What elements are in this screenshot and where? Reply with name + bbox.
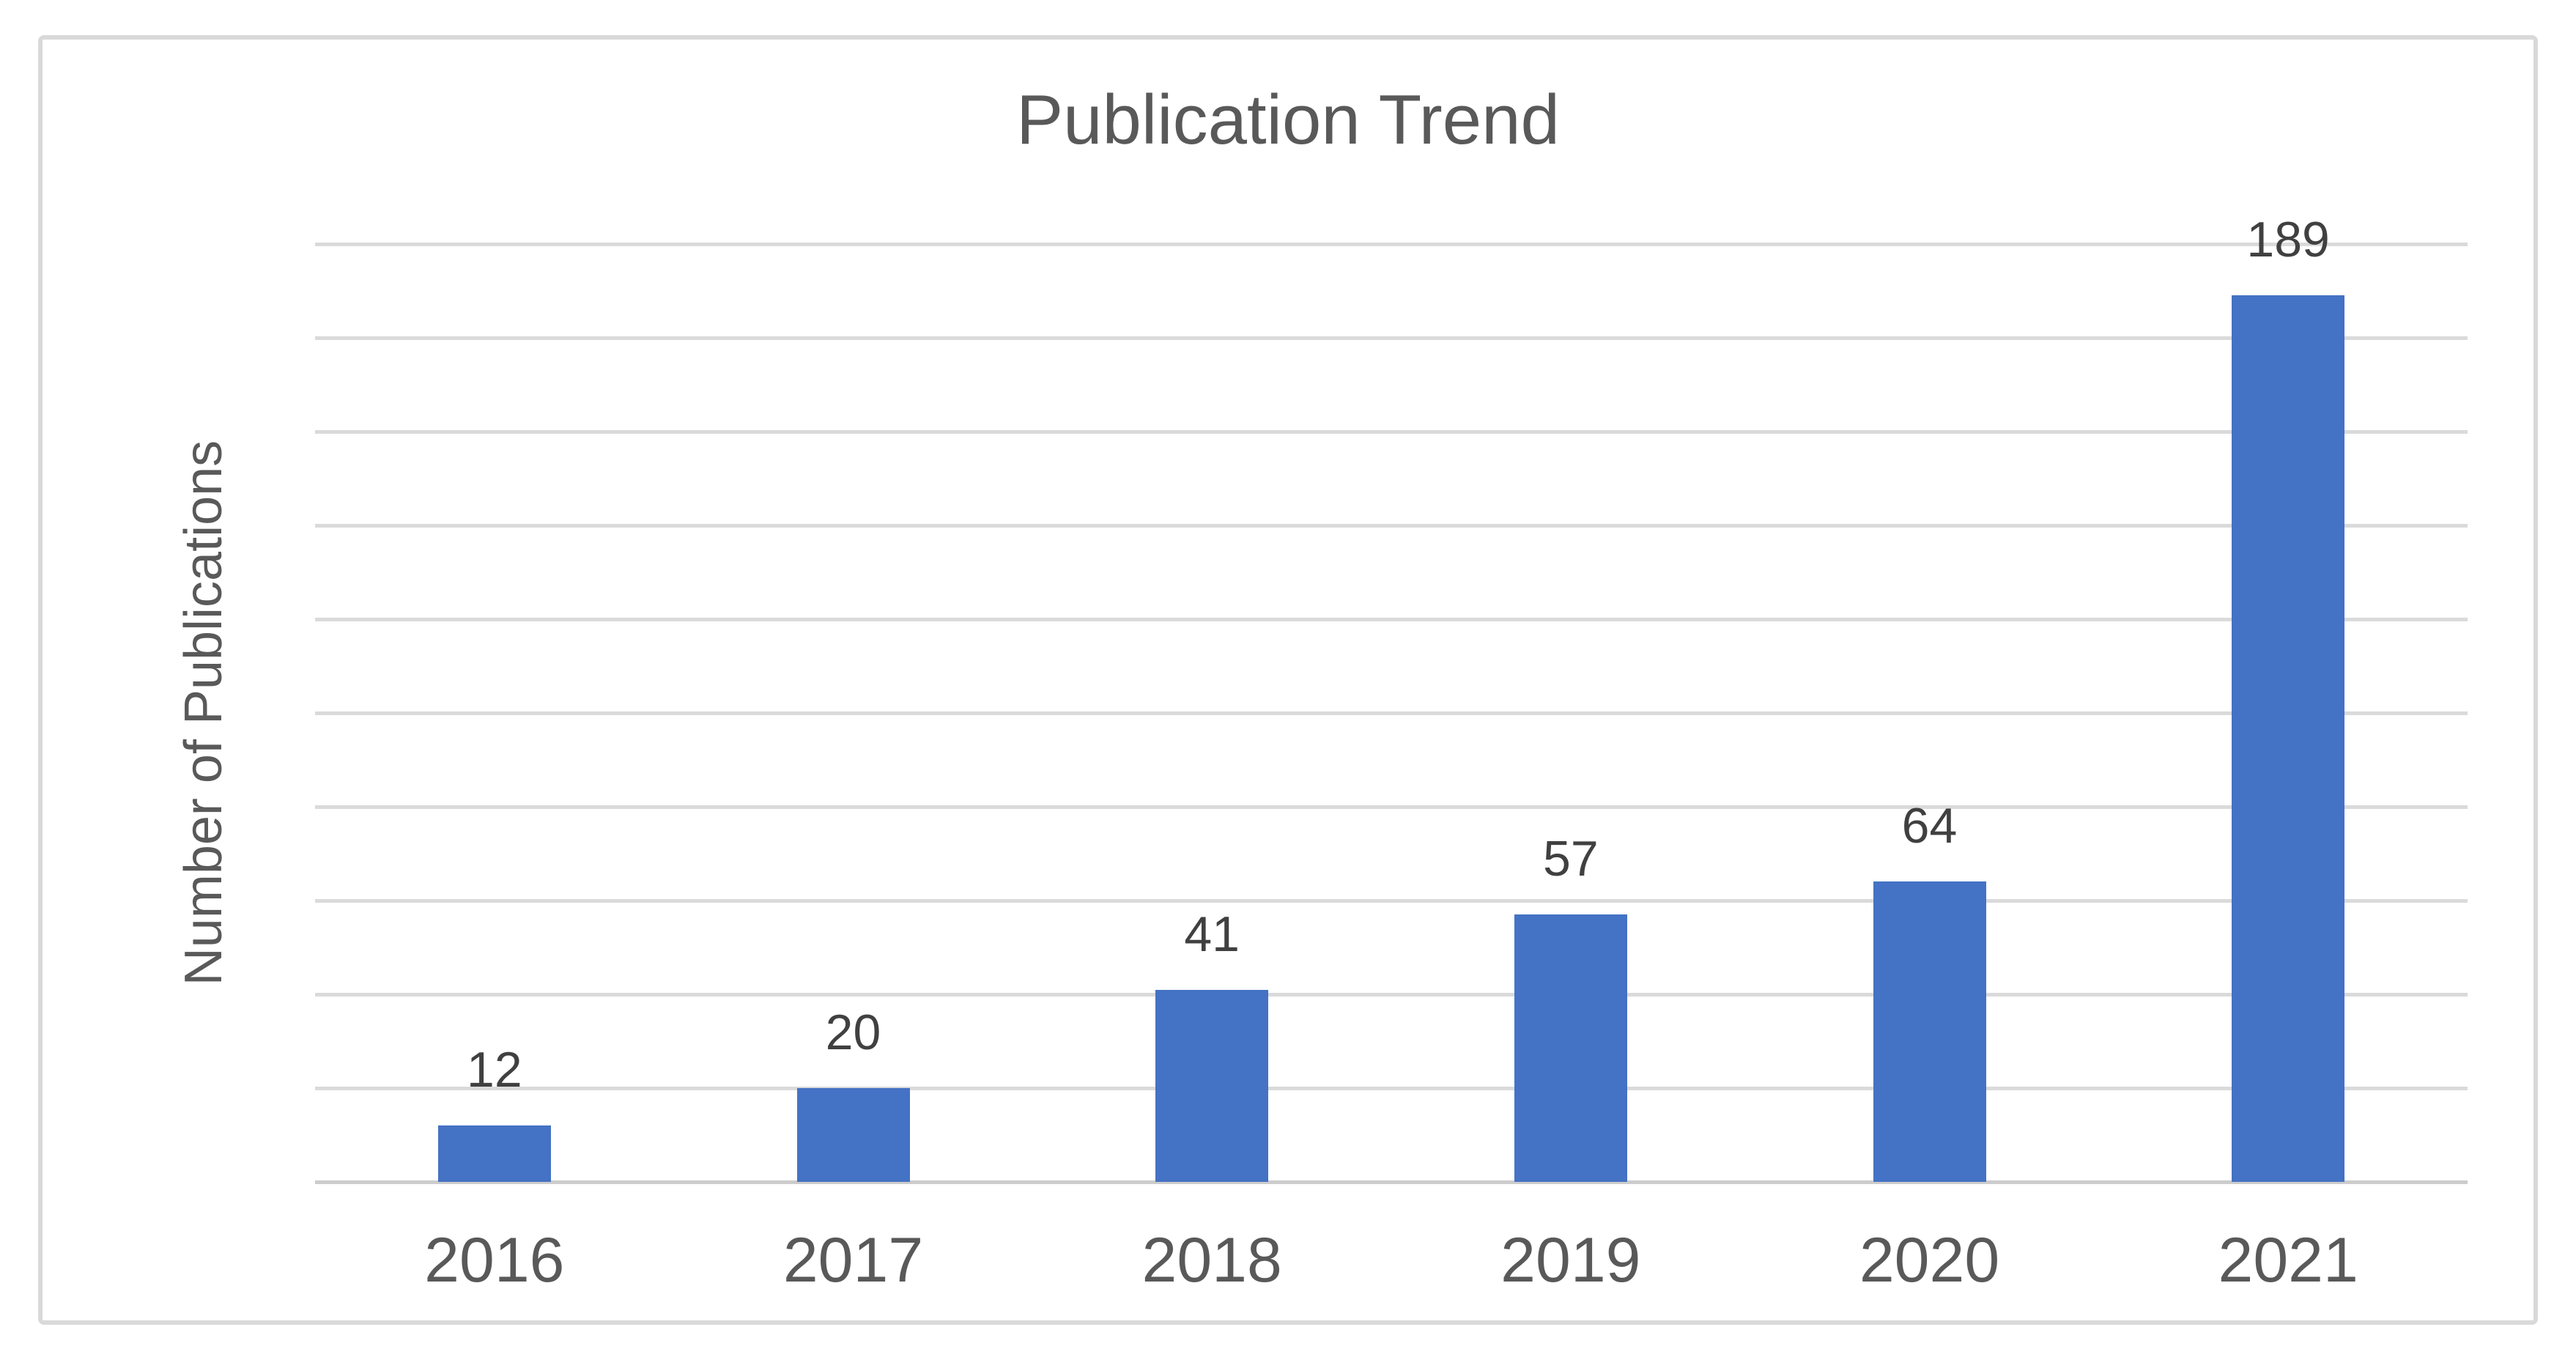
x-tick-label-2017: 2017	[782, 1225, 924, 1295]
bar-value-label-2020: 64	[1901, 798, 1958, 854]
x-tick-label-2021: 2021	[2218, 1225, 2358, 1295]
bar-value-label-2019: 57	[1543, 831, 1599, 887]
x-axis-line	[315, 1180, 2468, 1184]
y-gridline	[315, 242, 2468, 246]
bar-value-label-2016: 12	[467, 1042, 522, 1098]
y-gridline	[315, 336, 2468, 340]
y-gridline	[315, 711, 2468, 715]
y-gridline	[315, 898, 2468, 903]
y-gridline	[315, 523, 2468, 528]
y-gridline	[315, 1086, 2468, 1090]
x-tick-label-2016: 2016	[424, 1225, 565, 1295]
bar-2017	[796, 1088, 910, 1182]
bar-value-label-2018: 41	[1184, 906, 1240, 962]
x-tick-label-2020: 2020	[1859, 1225, 2000, 1295]
plot-area: 12 2016 20 2017 41 2018 57 2019 64 2020 189 2021	[315, 212, 2468, 1295]
bar-2021	[2232, 295, 2345, 1182]
y-gridline	[315, 992, 2468, 997]
bar-2020	[1873, 881, 1986, 1182]
y-axis-title: Number of Publications	[174, 440, 233, 986]
bar-2016	[437, 1125, 551, 1182]
y-gridline	[315, 429, 2468, 434]
chart-border	[38, 35, 2538, 1325]
bar-value-label-2017: 20	[825, 1005, 881, 1060]
x-tick-label-2019: 2019	[1500, 1225, 1641, 1295]
bar-value-label-2021: 189	[2246, 212, 2330, 268]
bar-2019	[1514, 914, 1627, 1182]
bar-2018	[1155, 989, 1269, 1182]
y-gridline	[315, 805, 2468, 809]
y-gridline	[315, 617, 2468, 621]
chart-title: Publication Trend	[1016, 81, 1560, 159]
x-tick-label-2018: 2018	[1141, 1225, 1282, 1295]
